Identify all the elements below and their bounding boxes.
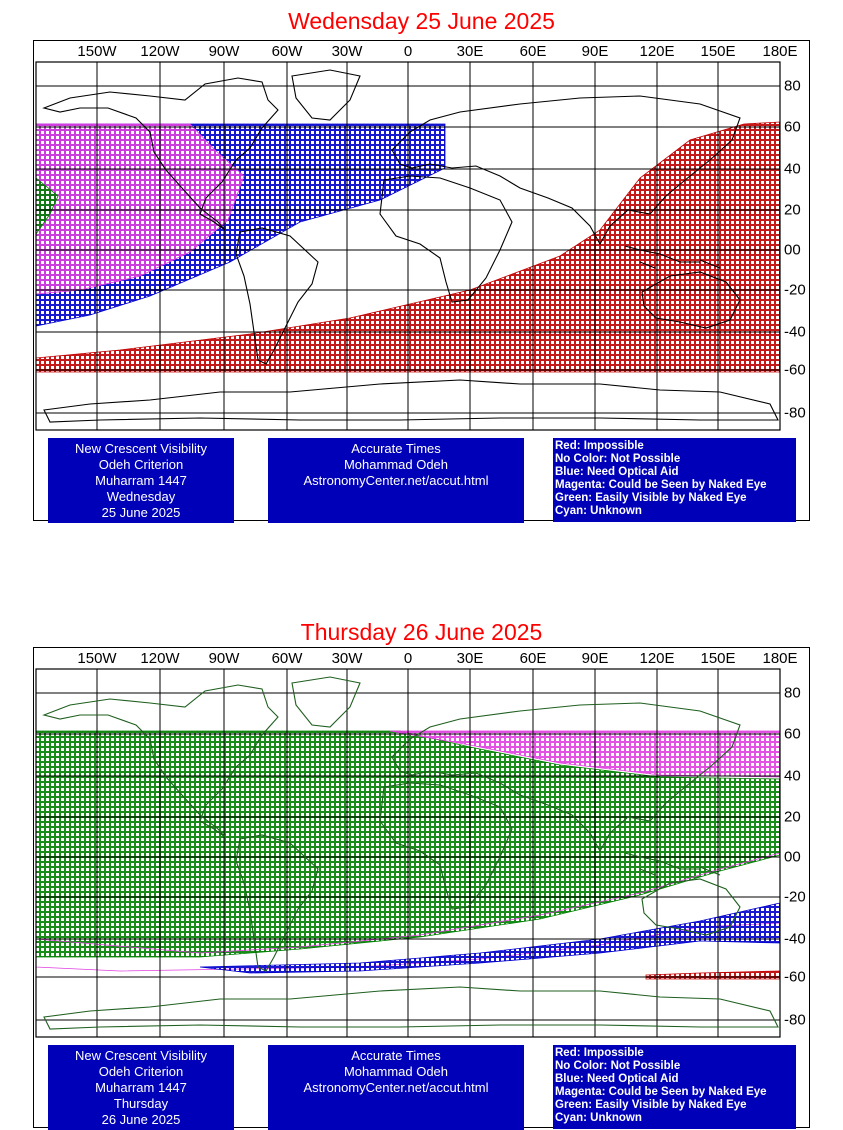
coastline-outlines <box>42 69 779 423</box>
legend-item-cyan: Cyan: Unknown <box>555 1112 642 1124</box>
longitude-label: 90E <box>581 650 609 667</box>
latitude-label: 60 <box>784 118 801 136</box>
info-line: Mohammad Odeh <box>343 457 449 472</box>
latitude-label: -20 <box>784 281 806 299</box>
longitude-label: 120W <box>140 650 180 667</box>
longitude-label: 60W <box>271 650 303 667</box>
info-line: AstronomyCenter.net/accut.html <box>303 473 489 488</box>
visibility-zone-impossible <box>645 970 781 980</box>
legend-box: Red: Impossible No Color: Not Possible B… <box>553 1045 796 1129</box>
info-line: AstronomyCenter.net/accut.html <box>303 1080 489 1095</box>
longitude-label: 90W <box>208 650 240 667</box>
legend-box: Red: Impossible No Color: Not Possible B… <box>553 438 796 522</box>
latitude-label: -60 <box>784 361 806 379</box>
landmass-outline <box>42 684 279 838</box>
info-line: Mohammad Odeh <box>343 1064 449 1079</box>
info-box-source: Accurate Times Mohammad Odeh AstronomyCe… <box>268 1045 524 1130</box>
latitude-label: 00 <box>784 241 801 259</box>
latitude-label: -60 <box>784 968 806 986</box>
info-box-criterion: New Crescent Visibility Odeh Criterion M… <box>48 438 234 523</box>
legend-item-cyan: Cyan: Unknown <box>555 505 642 517</box>
landmass-outline <box>379 782 513 910</box>
info-line: Accurate Times <box>351 1048 441 1063</box>
landmass-outline <box>641 878 741 936</box>
landmass-outline <box>624 245 721 269</box>
longitude-label: 60E <box>519 43 547 60</box>
longitude-label: 180E <box>762 650 798 667</box>
longitude-label: 60E <box>519 650 547 667</box>
info-line: Odeh Criterion <box>98 457 184 472</box>
latitude-label: 40 <box>784 767 801 785</box>
landmass-outline <box>379 175 513 303</box>
latitude-label: 40 <box>784 160 801 178</box>
longitude-label: 120E <box>639 650 675 667</box>
landmass-outline <box>291 676 361 728</box>
landmass-outline <box>641 271 741 329</box>
info-box-criterion: New Crescent Visibility Odeh Criterion M… <box>48 1045 234 1130</box>
longitude-label: 30W <box>331 43 363 60</box>
latitude-label: -40 <box>784 323 806 341</box>
latitude-label: -80 <box>784 1011 806 1029</box>
longitude-label: 90E <box>581 43 609 60</box>
longitude-label: 60W <box>271 43 303 60</box>
longitude-label: 120E <box>639 43 675 60</box>
longitude-label: 90W <box>208 43 240 60</box>
legend-item-none: No Color: Not Possible <box>555 1060 681 1072</box>
latitude-label: 80 <box>784 684 801 702</box>
landmass-outline <box>291 69 361 121</box>
landmass-outline <box>235 834 319 972</box>
latitude-label: 00 <box>784 848 801 866</box>
info-line: New Crescent Visibility <box>75 441 207 456</box>
landmass-outline <box>235 227 319 365</box>
visibility-zone-naked-eye <box>35 123 245 295</box>
legend-item-green: Green: Easily Visible by Naked Eye <box>555 492 747 504</box>
legend-item-green: Green: Easily Visible by Naked Eye <box>555 1099 747 1111</box>
longitude-label: 150E <box>700 43 736 60</box>
info-line: New Crescent Visibility <box>75 1048 207 1063</box>
panel-title: Wedensday 25 June 2025 <box>288 8 555 34</box>
latitude-label: 80 <box>784 77 801 95</box>
legend-item-red: Red: Impossible <box>555 1047 644 1059</box>
longitude-label: 120W <box>140 43 180 60</box>
latitude-label: 20 <box>784 201 801 219</box>
info-box-source: Accurate Times Mohammad Odeh AstronomyCe… <box>268 438 524 523</box>
info-line: Muharram 1447 <box>95 1080 187 1095</box>
latitude-label: -40 <box>784 930 806 948</box>
landmass-outline <box>43 379 779 423</box>
longitude-label: 180E <box>762 43 798 60</box>
legend-item-none: No Color: Not Possible <box>555 453 681 465</box>
latitude-label: -80 <box>784 404 806 422</box>
longitude-label: 150W <box>77 650 117 667</box>
info-line: Odeh Criterion <box>98 1064 184 1079</box>
landmass-outline <box>42 77 279 231</box>
panel-title: Thursday 26 June 2025 <box>300 619 543 645</box>
info-line: Thursday <box>113 1096 169 1111</box>
legend-item-magenta: Magenta: Could be Seen by Naked Eye <box>555 1086 767 1098</box>
longitude-label: 150W <box>77 43 117 60</box>
landmass-outline <box>43 986 779 1030</box>
legend-item-red: Red: Impossible <box>555 440 644 452</box>
landmass-outline <box>391 95 741 246</box>
longitude-label: 0 <box>403 650 413 667</box>
longitude-label: 0 <box>403 43 413 60</box>
info-line: Wednesday <box>106 489 176 504</box>
latitude-label: 60 <box>784 725 801 743</box>
longitude-label: 30E <box>456 650 484 667</box>
longitude-label: 30E <box>456 43 484 60</box>
legend-item-blue: Blue: Need Optical Aid <box>555 1073 679 1085</box>
info-line: Accurate Times <box>351 441 441 456</box>
longitude-label: 150E <box>700 650 736 667</box>
info-line: Muharram 1447 <box>95 473 187 488</box>
longitude-label: 30W <box>331 650 363 667</box>
coastline-outlines <box>42 676 779 1030</box>
legend-item-magenta: Magenta: Could be Seen by Naked Eye <box>555 479 767 491</box>
landmass-outline <box>624 852 721 876</box>
latitude-label: 20 <box>784 808 801 826</box>
visibility-map-2 <box>33 647 810 1128</box>
landmass-outline <box>391 702 741 853</box>
legend-item-blue: Blue: Need Optical Aid <box>555 466 679 478</box>
info-line: 25 June 2025 <box>101 505 181 520</box>
latitude-label: -20 <box>784 888 806 906</box>
info-line: 26 June 2025 <box>101 1112 181 1127</box>
